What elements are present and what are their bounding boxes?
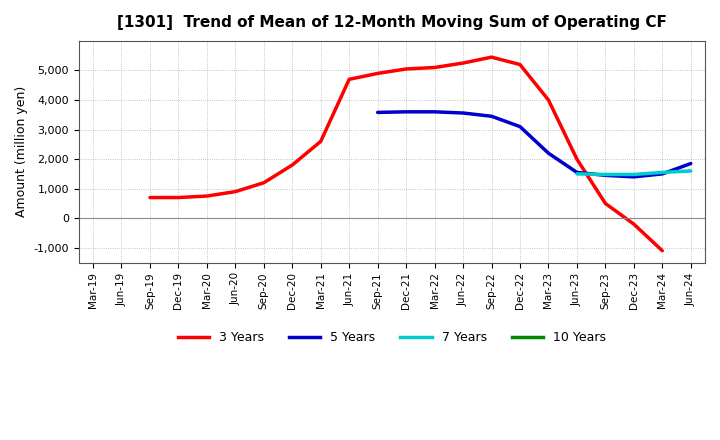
3 Years bbox=[459, 60, 467, 66]
3 Years bbox=[345, 77, 354, 82]
3 Years bbox=[431, 65, 439, 70]
7 Years bbox=[658, 170, 667, 175]
3 Years bbox=[374, 71, 382, 76]
3 Years bbox=[629, 221, 638, 227]
3 Years bbox=[145, 195, 154, 200]
3 Years bbox=[572, 157, 581, 162]
Line: 5 Years: 5 Years bbox=[378, 112, 690, 177]
Title: [1301]  Trend of Mean of 12-Month Moving Sum of Operating CF: [1301] Trend of Mean of 12-Month Moving … bbox=[117, 15, 667, 30]
3 Years bbox=[202, 194, 211, 199]
5 Years bbox=[629, 174, 638, 180]
3 Years bbox=[288, 162, 297, 168]
5 Years bbox=[459, 110, 467, 116]
Y-axis label: Amount (million yen): Amount (million yen) bbox=[15, 86, 28, 217]
Legend: 3 Years, 5 Years, 7 Years, 10 Years: 3 Years, 5 Years, 7 Years, 10 Years bbox=[173, 326, 611, 349]
5 Years bbox=[374, 110, 382, 115]
5 Years bbox=[487, 114, 496, 119]
5 Years bbox=[572, 170, 581, 175]
5 Years bbox=[402, 109, 410, 114]
7 Years bbox=[601, 172, 610, 177]
5 Years bbox=[601, 173, 610, 178]
5 Years bbox=[686, 161, 695, 166]
5 Years bbox=[431, 109, 439, 114]
5 Years bbox=[544, 150, 553, 156]
7 Years bbox=[686, 168, 695, 173]
3 Years bbox=[402, 66, 410, 72]
Line: 7 Years: 7 Years bbox=[577, 171, 690, 175]
5 Years bbox=[658, 171, 667, 176]
3 Years bbox=[174, 195, 183, 200]
3 Years bbox=[658, 248, 667, 253]
3 Years bbox=[259, 180, 268, 185]
7 Years bbox=[629, 172, 638, 177]
3 Years bbox=[487, 55, 496, 60]
3 Years bbox=[231, 189, 240, 194]
7 Years bbox=[572, 171, 581, 176]
3 Years bbox=[316, 139, 325, 144]
3 Years bbox=[601, 201, 610, 206]
5 Years bbox=[516, 124, 524, 129]
3 Years bbox=[516, 62, 524, 67]
Line: 3 Years: 3 Years bbox=[150, 57, 662, 251]
3 Years bbox=[544, 97, 553, 103]
